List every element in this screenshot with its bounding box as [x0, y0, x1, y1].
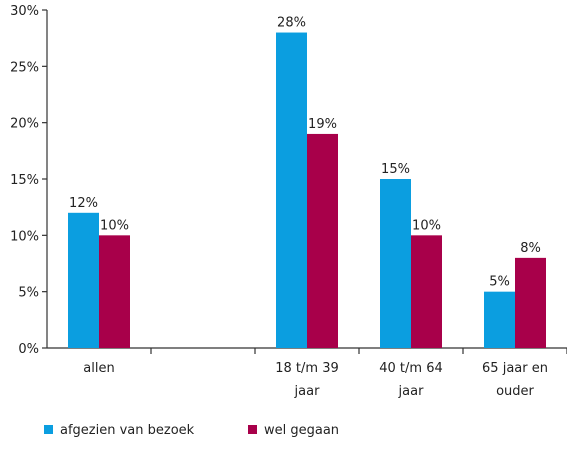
bar	[411, 235, 442, 348]
data-label: 28%	[277, 16, 306, 31]
bar	[99, 235, 130, 348]
bar	[276, 32, 307, 349]
bar	[380, 179, 411, 348]
legend-label: wel gegaan	[264, 423, 339, 438]
legend-swatch	[248, 425, 257, 434]
data-label: 8%	[520, 241, 541, 256]
y-tick-label: 5%	[18, 286, 39, 301]
y-tick-label: 0%	[18, 342, 39, 357]
data-labels-group: 12% 28% 15% 5% 10% 19% 10% 8%	[69, 16, 541, 290]
x-tick-label: 40 t/m 64	[379, 361, 443, 376]
y-tick-label: 10%	[10, 229, 39, 244]
data-label: 19%	[308, 117, 337, 132]
x-tick-label: 65 jaar en	[482, 361, 548, 376]
data-label: 10%	[412, 218, 441, 233]
bar	[515, 257, 546, 348]
bar	[68, 212, 99, 348]
axes-group: 0% 5% 10% 15% 20% 25% 30% allen 18 t/m 39 jaar 40 …	[10, 4, 567, 399]
legend-swatch	[44, 425, 53, 434]
data-label: 15%	[381, 162, 410, 177]
data-label: 12%	[69, 196, 98, 211]
y-tick-label: 30%	[10, 4, 39, 19]
bar	[307, 133, 338, 348]
y-tick-label: 15%	[10, 173, 39, 188]
x-tick-label: jaar	[294, 384, 321, 399]
legend-label: afgezien van bezoek	[60, 423, 195, 438]
x-tick-label: jaar	[398, 384, 425, 399]
x-tick-label: 18 t/m 39	[275, 361, 339, 376]
bars-group	[68, 32, 546, 349]
y-tick-label: 25%	[10, 60, 39, 75]
x-tick-label: allen	[83, 361, 114, 376]
bar	[484, 291, 515, 348]
y-tick-label: 20%	[10, 117, 39, 132]
x-tick-label: ouder	[496, 384, 534, 399]
data-label: 10%	[100, 218, 129, 233]
data-label: 5%	[489, 275, 510, 290]
legend: afgezien van bezoek wel gegaan	[44, 423, 339, 438]
